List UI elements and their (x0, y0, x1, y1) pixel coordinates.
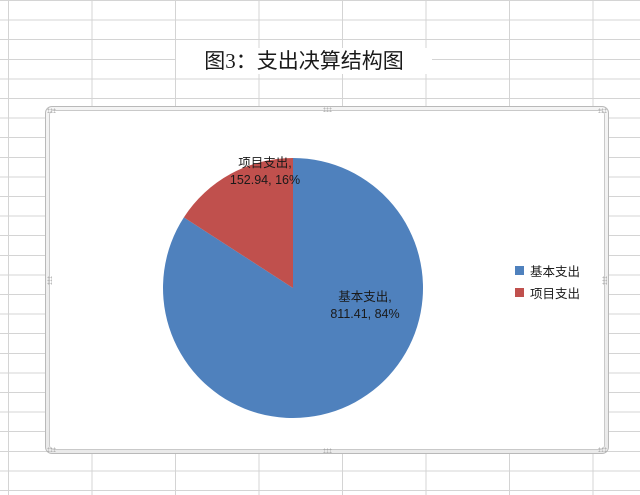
legend-item-basic[interactable]: 基本支出 (515, 259, 601, 281)
legend-square-icon (515, 265, 524, 275)
resize-handle-middle-left[interactable] (47, 276, 52, 285)
legend-square-icon (515, 287, 524, 297)
chart-plot-area[interactable]: 项目支出, 152.94, 16% 基本支出, 811.41, 84% 基本支出… (50, 111, 604, 449)
pie-label-project: 项目支出, 152.94, 16% (205, 155, 325, 189)
legend-item-project[interactable]: 项目支出 (515, 281, 601, 303)
chart-object[interactable]: 项目支出, 152.94, 16% 基本支出, 811.41, 84% 基本支出… (45, 106, 609, 454)
pie-label-basic-line2: 811.41, 84% (330, 307, 400, 321)
resize-handle-top-right[interactable] (598, 108, 607, 113)
legend-item-project-label: 项目支出 (530, 286, 581, 301)
pie-label-project-line1: 项目支出, (238, 156, 292, 170)
resize-handle-middle-right[interactable] (602, 276, 607, 285)
pie-label-project-line2: 152.94, 16% (229, 173, 301, 187)
chart-legend[interactable]: 基本支出 项目支出 (515, 259, 601, 303)
resize-handle-top-center[interactable] (323, 107, 332, 112)
resize-handle-top-left[interactable] (47, 108, 56, 113)
pie-slice-basic (163, 158, 424, 419)
resize-handle-bottom-center[interactable] (323, 448, 332, 453)
pie-chart[interactable] (50, 111, 604, 449)
pie-slice-project (183, 158, 293, 288)
page-title: 图3：支出决算结构图 (176, 48, 432, 74)
resize-handle-bottom-right[interactable] (598, 447, 607, 452)
pie-label-basic-line1: 基本支出, (338, 290, 392, 304)
legend-item-basic-label: 基本支出 (530, 264, 581, 279)
pie-label-basic: 基本支出, 811.41, 84% (295, 289, 435, 323)
resize-handle-bottom-left[interactable] (47, 447, 56, 452)
